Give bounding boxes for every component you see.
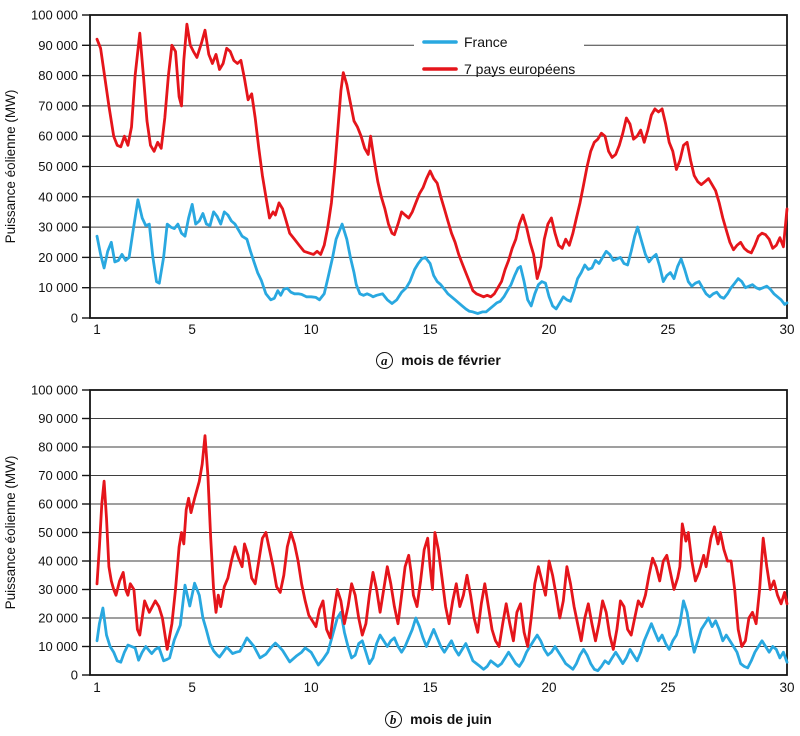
legend-bg [414,31,584,52]
x-tick-label: 30 [779,322,794,337]
y-tick-label: 80 000 [38,68,78,83]
caption-juin: b mois de juin [90,708,787,730]
line-france [95,581,789,673]
x-tick-label: 5 [188,680,196,695]
x-tick-label: 20 [542,322,557,337]
y-tick-label: 20 000 [38,250,78,265]
caption-letter-a: a [376,351,394,369]
x-tick-label: 30 [779,680,794,695]
x-tick-label: 25 [661,322,676,337]
x-tick-label: 1 [93,322,101,337]
caption-text-fevrier: mois de février [401,352,501,368]
legend-label: 7 pays européens [464,61,575,77]
line-7-pays-europ-ens [95,22,789,299]
y-tick-label: 60 000 [38,497,78,512]
y-tick-label: 40 000 [38,189,78,204]
x-tick-label: 10 [304,322,319,337]
y-tick-label: 70 000 [38,98,78,113]
x-tick-label: 1 [93,680,101,695]
y-tick-label: 100 000 [31,383,78,398]
y-tick-label: 30 000 [38,220,78,235]
y-axis-title: Puissance éolienne (MW) [3,456,18,610]
x-tick-label: 25 [661,680,676,695]
y-tick-label: 50 000 [38,159,78,174]
x-tick-label: 20 [542,680,557,695]
x-tick-label: 10 [304,680,319,695]
caption-text-juin: mois de juin [410,711,492,727]
y-axis-title: Puissance éolienne (MW) [3,90,18,244]
y-tick-label: 40 000 [38,554,78,569]
y-tick-label: 90 000 [38,38,78,53]
line-france [95,198,789,315]
y-tick-label: 30 000 [38,582,78,597]
plot-frame [89,14,788,319]
y-tick-label: 50 000 [38,525,78,540]
plot-frame [89,389,788,676]
y-tick-label: 80 000 [38,440,78,455]
y-tick-label: 10 000 [38,639,78,654]
y-tick-label: 0 [71,311,78,326]
caption-letter-b: b [385,710,403,728]
y-tick-label: 20 000 [38,611,78,626]
legend-label: France [464,34,508,50]
line-7-pays-europ-ens [95,434,789,651]
x-tick-label: 5 [188,322,196,337]
y-tick-label: 70 000 [38,468,78,483]
caption-fevrier: a mois de février [90,349,787,371]
y-tick-label: 10 000 [38,280,78,295]
y-tick-label: 100 000 [31,8,78,23]
chart-juin: 0 10 000 20 000 30 000 40 000 50 000 60 000 70 … [3,383,795,696]
x-tick-label: 15 [423,680,438,695]
x-tick-label: 15 [423,322,438,337]
y-tick-label: 90 000 [38,411,78,426]
chart-fevrier: 0 10 000 20 000 30 000 40 000 50 000 60 000 70 … [3,8,795,338]
y-tick-label: 0 [71,668,78,683]
y-tick-label: 60 000 [38,129,78,144]
